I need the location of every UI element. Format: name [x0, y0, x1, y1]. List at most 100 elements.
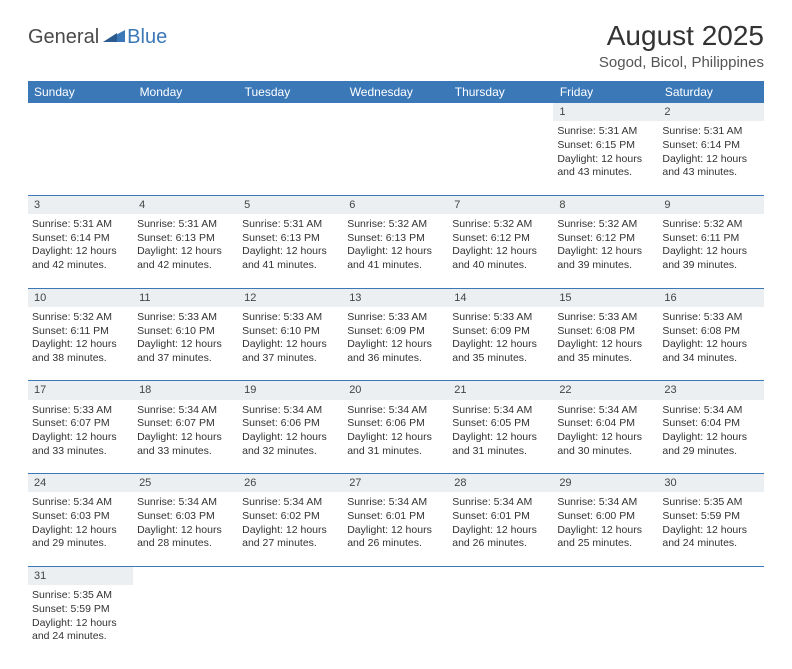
day-number-cell [238, 566, 343, 585]
day-details-row: Sunrise: 5:33 AMSunset: 6:07 PMDaylight:… [28, 400, 764, 474]
sunrise-text: Sunrise: 5:33 AM [662, 311, 759, 325]
daylight1-text: Daylight: 12 hours [347, 338, 444, 352]
daylight2-text: and 26 minutes. [452, 537, 549, 551]
day-number-cell: 23 [658, 381, 763, 400]
sunset-text: Sunset: 6:10 PM [137, 325, 234, 339]
day-number-cell: 2 [658, 103, 763, 121]
day-number-cell [343, 566, 448, 585]
day-number-cell: 31 [28, 566, 133, 585]
day-number-cell: 12 [238, 288, 343, 307]
location-subtitle: Sogod, Bicol, Philippines [599, 54, 764, 71]
day-number-cell: 22 [553, 381, 658, 400]
sunset-text: Sunset: 6:13 PM [137, 232, 234, 246]
day-details-row: Sunrise: 5:34 AMSunset: 6:03 PMDaylight:… [28, 492, 764, 566]
day-details-cell: Sunrise: 5:31 AMSunset: 6:13 PMDaylight:… [133, 214, 238, 288]
day-number-row: 12 [28, 103, 764, 121]
day-details-cell: Sunrise: 5:33 AMSunset: 6:07 PMDaylight:… [28, 400, 133, 474]
day-details-cell: Sunrise: 5:31 AMSunset: 6:13 PMDaylight:… [238, 214, 343, 288]
sunset-text: Sunset: 6:06 PM [347, 417, 444, 431]
sunset-text: Sunset: 6:13 PM [242, 232, 339, 246]
day-number-cell: 1 [553, 103, 658, 121]
day-number-cell [553, 566, 658, 585]
sunset-text: Sunset: 6:13 PM [347, 232, 444, 246]
day-details-cell: Sunrise: 5:34 AMSunset: 6:03 PMDaylight:… [28, 492, 133, 566]
day-details-cell [28, 121, 133, 195]
daylight1-text: Daylight: 12 hours [452, 245, 549, 259]
day-number-cell: 25 [133, 474, 238, 493]
daylight2-text: and 31 minutes. [347, 445, 444, 459]
daylight2-text: and 34 minutes. [662, 352, 759, 366]
daylight1-text: Daylight: 12 hours [347, 524, 444, 538]
day-number-cell [343, 103, 448, 121]
daylight1-text: Daylight: 12 hours [242, 524, 339, 538]
daylight1-text: Daylight: 12 hours [242, 431, 339, 445]
day-details-cell: Sunrise: 5:33 AMSunset: 6:08 PMDaylight:… [658, 307, 763, 381]
daylight2-text: and 37 minutes. [242, 352, 339, 366]
day-details-cell: Sunrise: 5:34 AMSunset: 6:06 PMDaylight:… [238, 400, 343, 474]
day-number-cell [133, 103, 238, 121]
daylight2-text: and 26 minutes. [347, 537, 444, 551]
sunset-text: Sunset: 6:06 PM [242, 417, 339, 431]
daylight2-text: and 38 minutes. [32, 352, 129, 366]
sunrise-text: Sunrise: 5:33 AM [557, 311, 654, 325]
sunrise-text: Sunrise: 5:34 AM [662, 404, 759, 418]
sunrise-text: Sunrise: 5:34 AM [242, 496, 339, 510]
sunset-text: Sunset: 5:59 PM [662, 510, 759, 524]
day-details-cell [343, 585, 448, 659]
weekday-heading: Saturday [658, 81, 763, 103]
daylight2-text: and 42 minutes. [32, 259, 129, 273]
day-number-row: 3456789 [28, 195, 764, 214]
daylight2-text: and 39 minutes. [557, 259, 654, 273]
daylight2-text: and 37 minutes. [137, 352, 234, 366]
month-title: August 2025 [599, 20, 764, 52]
day-details-cell: Sunrise: 5:32 AMSunset: 6:12 PMDaylight:… [448, 214, 553, 288]
day-details-cell: Sunrise: 5:32 AMSunset: 6:11 PMDaylight:… [658, 214, 763, 288]
daylight2-text: and 41 minutes. [347, 259, 444, 273]
sunrise-text: Sunrise: 5:34 AM [32, 496, 129, 510]
day-number-cell [28, 103, 133, 121]
day-number-row: 10111213141516 [28, 288, 764, 307]
day-number-cell: 10 [28, 288, 133, 307]
sunset-text: Sunset: 6:00 PM [557, 510, 654, 524]
day-details-cell: Sunrise: 5:31 AMSunset: 6:14 PMDaylight:… [28, 214, 133, 288]
day-number-cell: 27 [343, 474, 448, 493]
day-details-cell: Sunrise: 5:32 AMSunset: 6:12 PMDaylight:… [553, 214, 658, 288]
daylight2-text: and 35 minutes. [557, 352, 654, 366]
daylight1-text: Daylight: 12 hours [452, 431, 549, 445]
day-number-cell: 4 [133, 195, 238, 214]
day-details-cell: Sunrise: 5:31 AMSunset: 6:15 PMDaylight:… [553, 121, 658, 195]
daylight1-text: Daylight: 12 hours [347, 431, 444, 445]
sunrise-text: Sunrise: 5:31 AM [662, 125, 759, 139]
sunset-text: Sunset: 6:14 PM [662, 139, 759, 153]
daylight1-text: Daylight: 12 hours [137, 338, 234, 352]
sunset-text: Sunset: 6:15 PM [557, 139, 654, 153]
daylight2-text: and 32 minutes. [242, 445, 339, 459]
day-number-cell: 29 [553, 474, 658, 493]
day-details-row: Sunrise: 5:31 AM Sunset: 6:15 PMDaylight:… [28, 121, 764, 195]
sunrise-text: Sunrise: 5:31 AM [137, 218, 234, 232]
day-number-row: 24252627282930 [28, 474, 764, 493]
day-details-cell: Sunrise: 5:32 AMSunset: 6:13 PMDaylight:… [343, 214, 448, 288]
weekday-heading: Thursday [448, 81, 553, 103]
daylight2-text: and 30 minutes. [557, 445, 654, 459]
sunset-text: Sunset: 6:10 PM [242, 325, 339, 339]
sunset-text: Sunset: 6:08 PM [662, 325, 759, 339]
sunset-text: Sunset: 6:02 PM [242, 510, 339, 524]
sunrise-text: Sunrise: 5:34 AM [557, 404, 654, 418]
day-details-cell: Sunrise: 5:33 AMSunset: 6:08 PMDaylight:… [553, 307, 658, 381]
day-details-cell: Sunrise: 5:33 AMSunset: 6:09 PMDaylight:… [343, 307, 448, 381]
sunrise-text: Sunrise: 5:33 AM [32, 404, 129, 418]
daylight1-text: Daylight: 12 hours [557, 245, 654, 259]
daylight1-text: Daylight: 12 hours [557, 524, 654, 538]
daylight1-text: Daylight: 12 hours [452, 524, 549, 538]
day-number-cell [448, 566, 553, 585]
sunset-text: Sunset: 6:11 PM [32, 325, 129, 339]
sunrise-text: Sunrise: 5:32 AM [32, 311, 129, 325]
day-number-row: 31 [28, 566, 764, 585]
day-number-cell: 18 [133, 381, 238, 400]
sunrise-text: Sunrise: 5:32 AM [347, 218, 444, 232]
day-details-cell [553, 585, 658, 659]
day-number-cell [238, 103, 343, 121]
daylight1-text: Daylight: 12 hours [557, 153, 654, 167]
day-number-cell: 19 [238, 381, 343, 400]
